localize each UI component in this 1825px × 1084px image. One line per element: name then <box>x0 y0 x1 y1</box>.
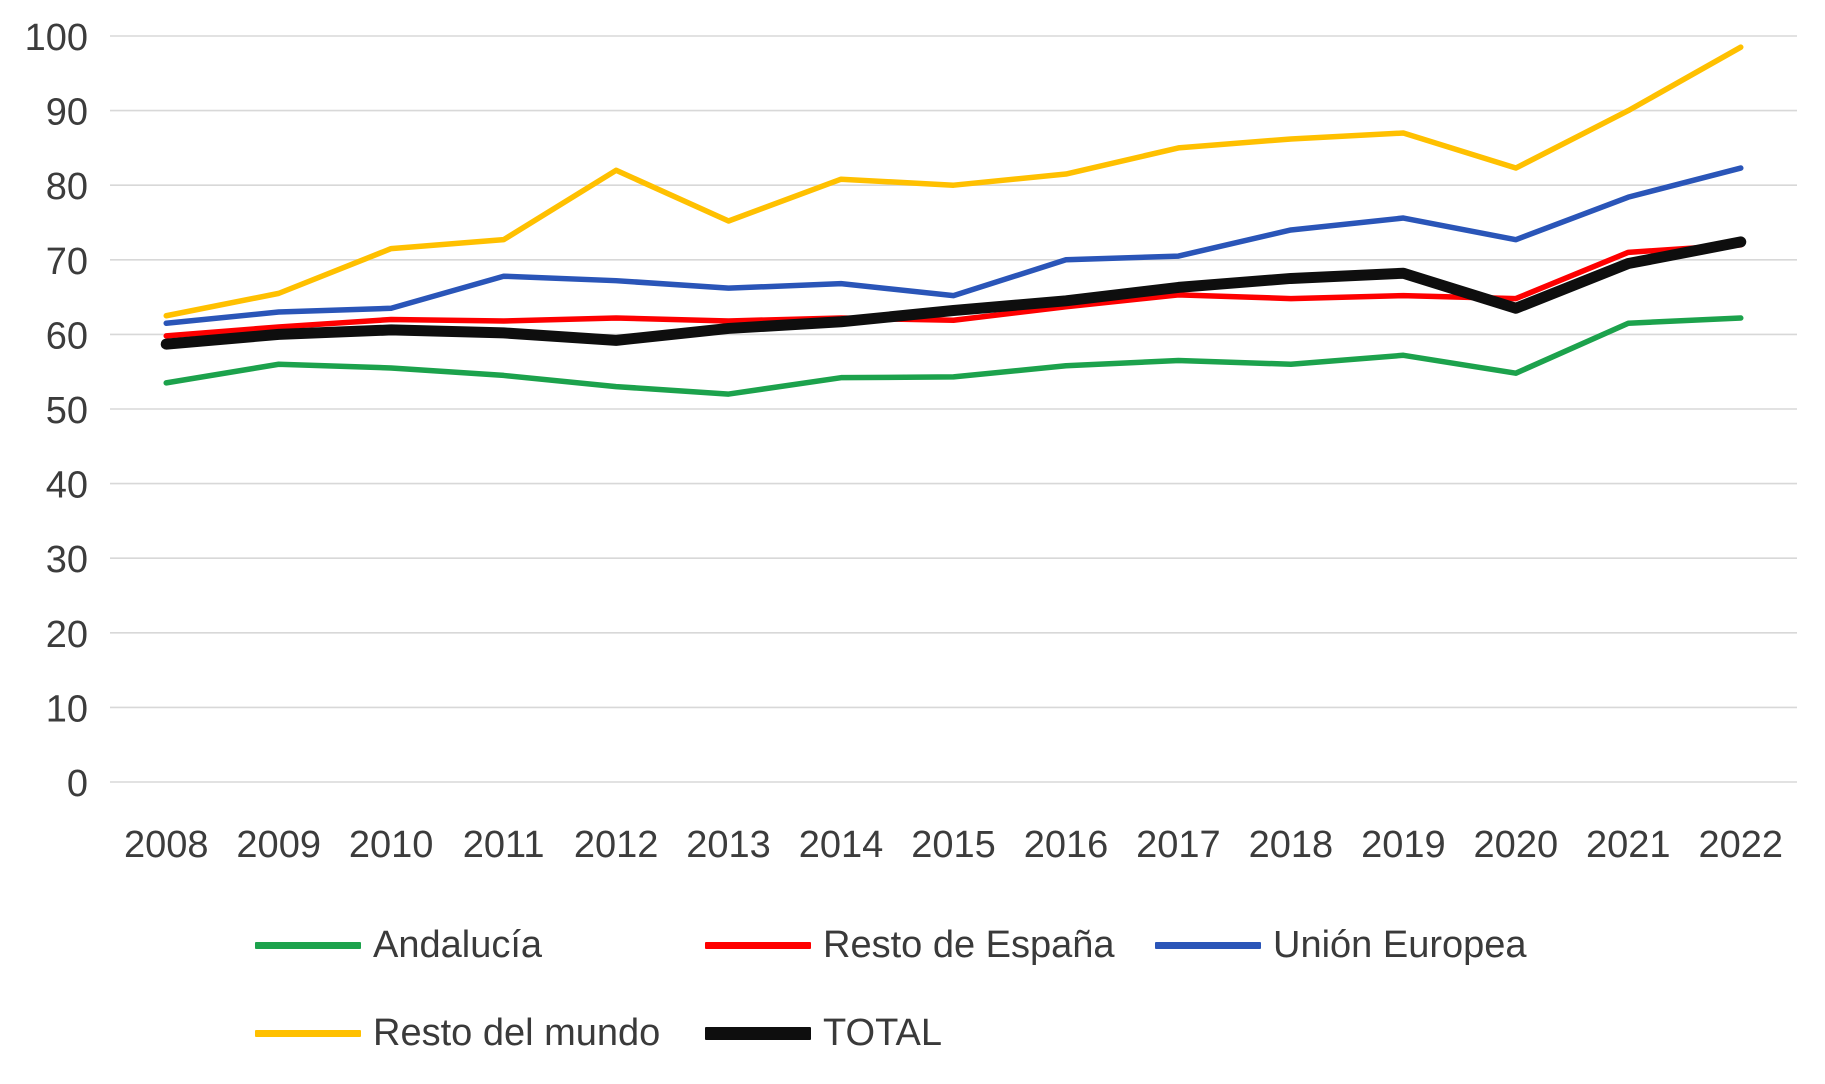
y-axis-tick-label: 40 <box>46 465 88 507</box>
legend-swatch-resto-de-espana <box>705 941 811 949</box>
x-axis-tick-label: 2021 <box>1586 824 1671 866</box>
x-axis-tick-label: 2011 <box>463 824 545 866</box>
series-line-total <box>160 236 1747 350</box>
y-axis-tick-label: 10 <box>46 688 88 730</box>
series-line-andalucia <box>163 315 1744 397</box>
series-line-resto-de-espana <box>163 242 1744 339</box>
y-axis-tick-label: 80 <box>46 166 88 208</box>
x-axis-tick-label: 2019 <box>1361 824 1446 866</box>
legend-swatch-total <box>705 1026 811 1040</box>
y-axis-tick-label: 20 <box>46 614 88 656</box>
y-axis-tick-label: 30 <box>46 539 88 581</box>
x-axis-tick-label: 2009 <box>236 824 321 866</box>
legend-label-resto-del-mundo: Resto del mundo <box>373 1012 661 1054</box>
series-line-resto-del-mundo <box>163 44 1744 319</box>
series-line-union-europea <box>163 165 1744 326</box>
y-axis-tick-label: 90 <box>46 92 88 134</box>
chart-container: 0 10 20 30 40 50 60 70 80 90 100 2008 2009 2010 2011 20… <box>25 17 1797 866</box>
x-axis-tick-label: 2010 <box>349 824 434 866</box>
legend-label-union-europea: Unión Europea <box>1273 924 1527 966</box>
legend-swatch-resto-del-mundo <box>255 1029 361 1037</box>
legend-item-total: TOTAL <box>705 1011 942 1055</box>
x-axis-tick-label: 2022 <box>1698 824 1783 866</box>
legend-label-total: TOTAL <box>823 1012 942 1054</box>
y-axis-tick-label: 70 <box>46 241 88 283</box>
y-axis-tick-label: 60 <box>46 315 88 357</box>
x-axis-tick-label: 2008 <box>124 824 209 866</box>
line-chart-svg: 0 10 20 30 40 50 60 70 80 90 100 2008 2009 2010 2011 20… <box>25 17 1797 866</box>
legend-swatch-union-europea <box>1155 941 1261 949</box>
x-axis-tick-label: 2016 <box>1024 824 1109 866</box>
legend-swatch-andalucia <box>255 941 361 949</box>
x-axis-tick-label: 2012 <box>574 824 659 866</box>
legend-label-resto-de-espana: Resto de España <box>823 924 1115 966</box>
legend-item-andalucia: Andalucía <box>255 923 542 967</box>
x-axis-tick-label: 2018 <box>1249 824 1334 866</box>
legend-item-union-europea: Unión Europea <box>1155 923 1527 967</box>
x-axis-tick-label: 2013 <box>686 824 771 866</box>
x-axis-tick-label: 2020 <box>1474 824 1559 866</box>
legend-item-resto-de-espana: Resto de España <box>705 923 1115 967</box>
legend-item-resto-del-mundo: Resto del mundo <box>255 1011 660 1055</box>
x-axis-tick-label: 2015 <box>911 824 996 866</box>
legend: Andalucía Resto de España Unión Europea … <box>0 900 1825 1084</box>
y-axis-tick-label: 50 <box>46 390 88 432</box>
y-axis-tick-label: 100 <box>25 17 88 59</box>
x-axis-tick-label: 2017 <box>1136 824 1221 866</box>
y-axis-tick-label: 0 <box>67 763 88 805</box>
x-axis-tick-label: 2014 <box>799 824 884 866</box>
legend-label-andalucia: Andalucía <box>373 924 543 966</box>
